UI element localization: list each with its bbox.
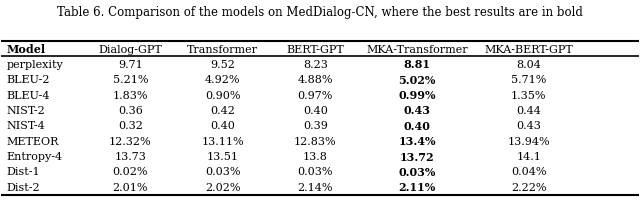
Text: BLEU-2: BLEU-2	[6, 75, 50, 85]
Text: 12.32%: 12.32%	[109, 136, 152, 146]
Text: 0.44: 0.44	[516, 105, 541, 115]
Text: 2.11%: 2.11%	[399, 181, 436, 192]
Text: 0.03%: 0.03%	[298, 167, 333, 177]
Text: 8.04: 8.04	[516, 60, 541, 70]
Text: 13.72: 13.72	[400, 151, 435, 162]
Text: Dist-2: Dist-2	[6, 182, 40, 192]
Text: Entropy-4: Entropy-4	[6, 151, 63, 161]
Text: 0.40: 0.40	[404, 120, 431, 131]
Text: BLEU-4: BLEU-4	[6, 90, 50, 100]
Text: 9.52: 9.52	[211, 60, 236, 70]
Text: 0.39: 0.39	[303, 121, 328, 131]
Text: 13.51: 13.51	[207, 151, 239, 161]
Text: 0.02%: 0.02%	[113, 167, 148, 177]
Text: METEOR: METEOR	[6, 136, 59, 146]
Text: 2.02%: 2.02%	[205, 182, 241, 192]
Text: 0.90%: 0.90%	[205, 90, 241, 100]
Text: 13.73: 13.73	[115, 151, 147, 161]
Text: 4.88%: 4.88%	[298, 75, 333, 85]
Text: BERT-GPT: BERT-GPT	[286, 44, 344, 54]
Text: 0.97%: 0.97%	[298, 90, 333, 100]
Text: NIST-2: NIST-2	[6, 105, 45, 115]
Text: Transformer: Transformer	[188, 44, 259, 54]
Text: Dialog-GPT: Dialog-GPT	[99, 44, 163, 54]
Text: 5.02%: 5.02%	[399, 74, 436, 85]
Text: Dist-1: Dist-1	[6, 167, 40, 177]
Text: 2.01%: 2.01%	[113, 182, 148, 192]
Text: 0.04%: 0.04%	[511, 167, 547, 177]
Text: 9.71: 9.71	[118, 60, 143, 70]
Text: Model: Model	[6, 44, 45, 55]
Text: MKA-BERT-GPT: MKA-BERT-GPT	[484, 44, 573, 54]
Text: 13.4%: 13.4%	[399, 136, 436, 146]
Text: 1.35%: 1.35%	[511, 90, 547, 100]
Text: perplexity: perplexity	[6, 60, 63, 70]
Text: 0.03%: 0.03%	[399, 166, 436, 177]
Text: 8.23: 8.23	[303, 60, 328, 70]
Text: NIST-4: NIST-4	[6, 121, 45, 131]
Text: 0.43: 0.43	[404, 105, 431, 116]
Text: 0.43: 0.43	[516, 121, 541, 131]
Text: 12.83%: 12.83%	[294, 136, 337, 146]
Text: 1.83%: 1.83%	[113, 90, 148, 100]
Text: MKA-Transformer: MKA-Transformer	[366, 44, 468, 54]
Text: 14.1: 14.1	[516, 151, 541, 161]
Text: 2.22%: 2.22%	[511, 182, 547, 192]
Text: 5.21%: 5.21%	[113, 75, 148, 85]
Text: 0.40: 0.40	[303, 105, 328, 115]
Text: 2.14%: 2.14%	[298, 182, 333, 192]
Text: 0.36: 0.36	[118, 105, 143, 115]
Text: 0.03%: 0.03%	[205, 167, 241, 177]
Text: 8.81: 8.81	[404, 59, 431, 70]
Text: 4.92%: 4.92%	[205, 75, 241, 85]
Text: 13.8: 13.8	[303, 151, 328, 161]
Text: Table 6. Comparison of the models on MedDialog-CN, where the best results are in: Table 6. Comparison of the models on Med…	[57, 6, 583, 19]
Text: 13.94%: 13.94%	[508, 136, 550, 146]
Text: 0.42: 0.42	[211, 105, 236, 115]
Text: 0.32: 0.32	[118, 121, 143, 131]
Text: 0.99%: 0.99%	[399, 90, 436, 101]
Text: 13.11%: 13.11%	[202, 136, 244, 146]
Text: 0.40: 0.40	[211, 121, 236, 131]
Text: 5.71%: 5.71%	[511, 75, 547, 85]
